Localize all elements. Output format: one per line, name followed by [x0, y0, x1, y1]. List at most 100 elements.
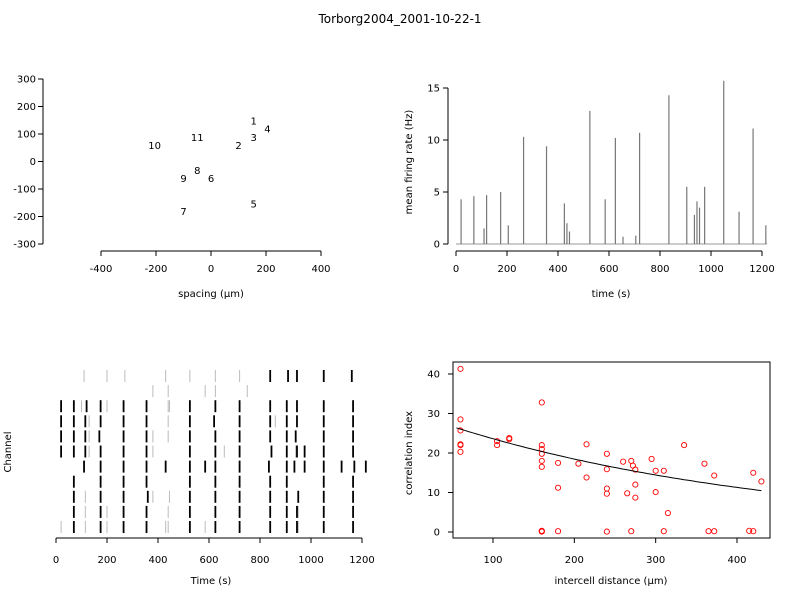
rate-x-axis-title: time (s): [592, 289, 631, 300]
electrode-label: 7: [180, 207, 186, 218]
electrode-y-tick-label: 0: [30, 157, 36, 168]
rate-x-tick-label: 400: [548, 264, 567, 275]
electrode-label: 11: [191, 133, 204, 144]
corr-point: [538, 442, 545, 449]
panel-electrode-layout: -400 -200 0 200 400 -300 -200 -100 0 100 200 300 s…: [13, 75, 330, 301]
corr-y-tick-label: 0: [434, 528, 440, 539]
rate-x-tick-label: 0: [453, 264, 459, 275]
raster-x-tick-label: 1200: [349, 555, 374, 566]
corr-x-tick-label: 400: [727, 555, 746, 566]
corr-point: [711, 472, 718, 479]
corr-point: [538, 399, 545, 406]
electrode-points: 1 234 5 6 7 89 10 11: [148, 116, 270, 218]
corr-plot-border: [452, 361, 771, 539]
corr-point: [457, 416, 464, 423]
raster-spikes: [60, 370, 367, 533]
raster-y-axis-title: Channel: [3, 431, 14, 472]
electrode-y-tick-label: -100: [13, 185, 36, 196]
corr-points: [457, 365, 765, 535]
electrode-x-axis: -400 -200 0 200 400: [90, 250, 331, 275]
rate-x-tick-label: 200: [497, 264, 516, 275]
electrode-x-tick-label: -400: [90, 264, 113, 275]
rate-x-axis: 0 200 400 600 800 1000 1200: [453, 250, 775, 275]
electrode-y-axis: -300 -200 -100 0 100 200 300: [13, 75, 44, 251]
corr-point: [632, 481, 639, 488]
electrode-label: 9: [180, 174, 186, 185]
corr-point: [632, 466, 639, 473]
corr-fit-curve: [456, 427, 762, 492]
electrode-y-tick-label: 200: [17, 102, 36, 113]
rate-x-tick-label: 800: [650, 264, 669, 275]
corr-fit-line: [456, 427, 762, 492]
corr-point: [628, 528, 635, 535]
corr-point: [494, 438, 501, 445]
corr-point: [705, 528, 712, 535]
corr-y-axis-title: correlation index: [404, 411, 415, 495]
rate-x-tick-label: 600: [599, 264, 618, 275]
rate-bars: [456, 80, 768, 245]
corr-point: [583, 441, 590, 448]
corr-y-tick-label: 20: [427, 449, 440, 460]
corr-point: [603, 450, 610, 457]
rate-y-tick-label: 5: [434, 188, 440, 199]
corr-point: [681, 442, 688, 449]
corr-point: [603, 528, 610, 535]
rate-y-tick-label: 10: [427, 136, 440, 147]
corr-point: [664, 509, 671, 517]
raster-x-tick-label: 800: [250, 555, 269, 566]
corr-x-tick-label: 200: [565, 555, 584, 566]
corr-point: [620, 458, 627, 465]
electrode-x-tick-label: 0: [208, 264, 214, 275]
corr-y-tick-label: 30: [427, 409, 440, 420]
corr-point: [555, 528, 562, 535]
corr-point: [632, 494, 639, 501]
corr-point: [750, 469, 757, 476]
electrode-label: 10: [148, 141, 161, 152]
corr-x-axis-title: intercell distance (µm): [555, 576, 668, 587]
electrode-y-tick-label: 100: [17, 130, 36, 141]
corr-point: [457, 448, 464, 455]
panel-correlation: 100 200 300 400 0 10 20 30 40 intercell distanc…: [404, 361, 771, 587]
electrode-label: 3: [250, 133, 256, 144]
figure-title: Torborg2004_2001-10-22-1: [317, 12, 481, 26]
corr-point: [652, 467, 659, 474]
raster-x-tick-label: 200: [97, 555, 116, 566]
panel-spike-raster: 0 200 400 600 800 1000 1200 Time (s) Channel: [3, 370, 375, 587]
corr-plot-box: [452, 361, 771, 539]
corr-x-tick-label: 300: [646, 555, 665, 566]
corr-point: [746, 527, 753, 534]
electrode-y-tick-label: 300: [17, 75, 36, 86]
corr-point: [538, 528, 545, 535]
corr-point: [457, 442, 464, 449]
corr-point: [624, 490, 631, 497]
corr-point: [603, 490, 610, 497]
electrode-x-tick-label: 200: [256, 264, 275, 275]
corr-point: [555, 459, 562, 466]
corr-point: [652, 489, 659, 496]
electrode-x-axis-title: spacing (µm): [178, 289, 244, 300]
corr-point: [457, 427, 464, 434]
raster-x-axis: 0 200 400 600 800 1000 1200: [53, 537, 375, 566]
corr-y-tick-label: 40: [427, 370, 440, 381]
corr-point: [603, 466, 610, 473]
corr-point: [538, 457, 545, 464]
corr-point: [648, 455, 655, 462]
corr-point: [660, 467, 667, 474]
corr-point: [701, 460, 708, 467]
corr-point: [660, 528, 667, 535]
rate-y-tick-label: 0: [434, 240, 440, 251]
electrode-label: 6: [208, 174, 214, 185]
corr-y-tick-label: 10: [427, 488, 440, 499]
electrode-x-tick-label: 400: [311, 264, 330, 275]
electrode-label: 2: [235, 141, 241, 152]
rate-y-tick-label: 15: [427, 84, 440, 95]
panel-firing-rate: 0 200 400 600 800 1000 1200 0 5 10 15 time (s) me…: [404, 80, 775, 300]
rate-x-tick-label: 1000: [698, 264, 723, 275]
corr-x-axis: 100 200 300 400: [483, 538, 747, 566]
corr-point: [506, 436, 513, 443]
corr-y-axis: 0 10 20 30 40: [427, 370, 453, 539]
raster-x-tick-label: 600: [199, 555, 218, 566]
corr-point: [575, 460, 582, 467]
electrode-label: 8: [194, 166, 200, 177]
